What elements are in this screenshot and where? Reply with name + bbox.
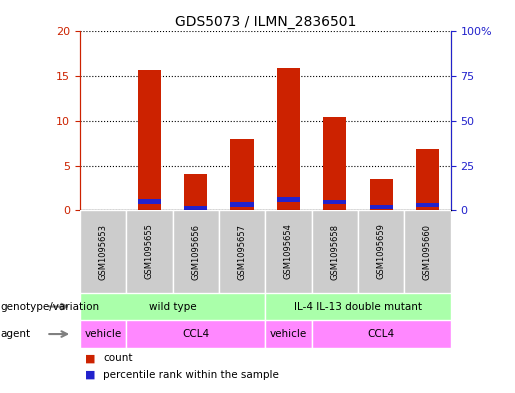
Text: ■: ■: [85, 353, 95, 363]
Bar: [358, 210, 404, 293]
Bar: [231, 202, 253, 207]
Text: CCL4: CCL4: [182, 329, 209, 339]
Text: agent: agent: [0, 329, 30, 339]
Text: CCL4: CCL4: [368, 329, 394, 339]
Text: GSM1095654: GSM1095654: [284, 224, 293, 279]
Text: IL-4 IL-13 double mutant: IL-4 IL-13 double mutant: [294, 301, 422, 312]
Bar: [369, 205, 392, 209]
Bar: [369, 179, 392, 210]
Text: wild type: wild type: [149, 301, 196, 312]
Bar: [265, 293, 451, 320]
Text: GSM1095655: GSM1095655: [145, 224, 154, 279]
Bar: [126, 320, 265, 348]
Bar: [138, 199, 161, 204]
Text: GSM1095658: GSM1095658: [330, 224, 339, 279]
Bar: [277, 197, 300, 202]
Bar: [184, 206, 207, 210]
Bar: [416, 149, 439, 210]
Bar: [126, 210, 173, 293]
Text: percentile rank within the sample: percentile rank within the sample: [103, 370, 279, 380]
Bar: [277, 68, 300, 210]
Bar: [404, 210, 451, 293]
Bar: [323, 117, 346, 210]
Title: GDS5073 / ILMN_2836501: GDS5073 / ILMN_2836501: [175, 15, 356, 29]
Text: GSM1095659: GSM1095659: [376, 224, 386, 279]
Text: GSM1095660: GSM1095660: [423, 224, 432, 279]
Bar: [184, 174, 207, 210]
Text: ■: ■: [85, 370, 95, 380]
Bar: [312, 210, 358, 293]
Text: GSM1095656: GSM1095656: [191, 224, 200, 279]
Bar: [312, 320, 451, 348]
Bar: [265, 320, 312, 348]
Text: GSM1095653: GSM1095653: [98, 224, 108, 279]
Bar: [80, 210, 126, 293]
Bar: [231, 139, 253, 210]
Bar: [416, 203, 439, 207]
Bar: [323, 200, 346, 204]
Text: genotype/variation: genotype/variation: [0, 301, 99, 312]
Bar: [265, 210, 312, 293]
Bar: [173, 210, 219, 293]
Text: GSM1095657: GSM1095657: [237, 224, 247, 279]
Text: count: count: [103, 353, 132, 363]
Bar: [80, 293, 265, 320]
Bar: [138, 70, 161, 210]
Bar: [80, 320, 126, 348]
Text: vehicle: vehicle: [270, 329, 307, 339]
Text: vehicle: vehicle: [84, 329, 122, 339]
Bar: [219, 210, 265, 293]
